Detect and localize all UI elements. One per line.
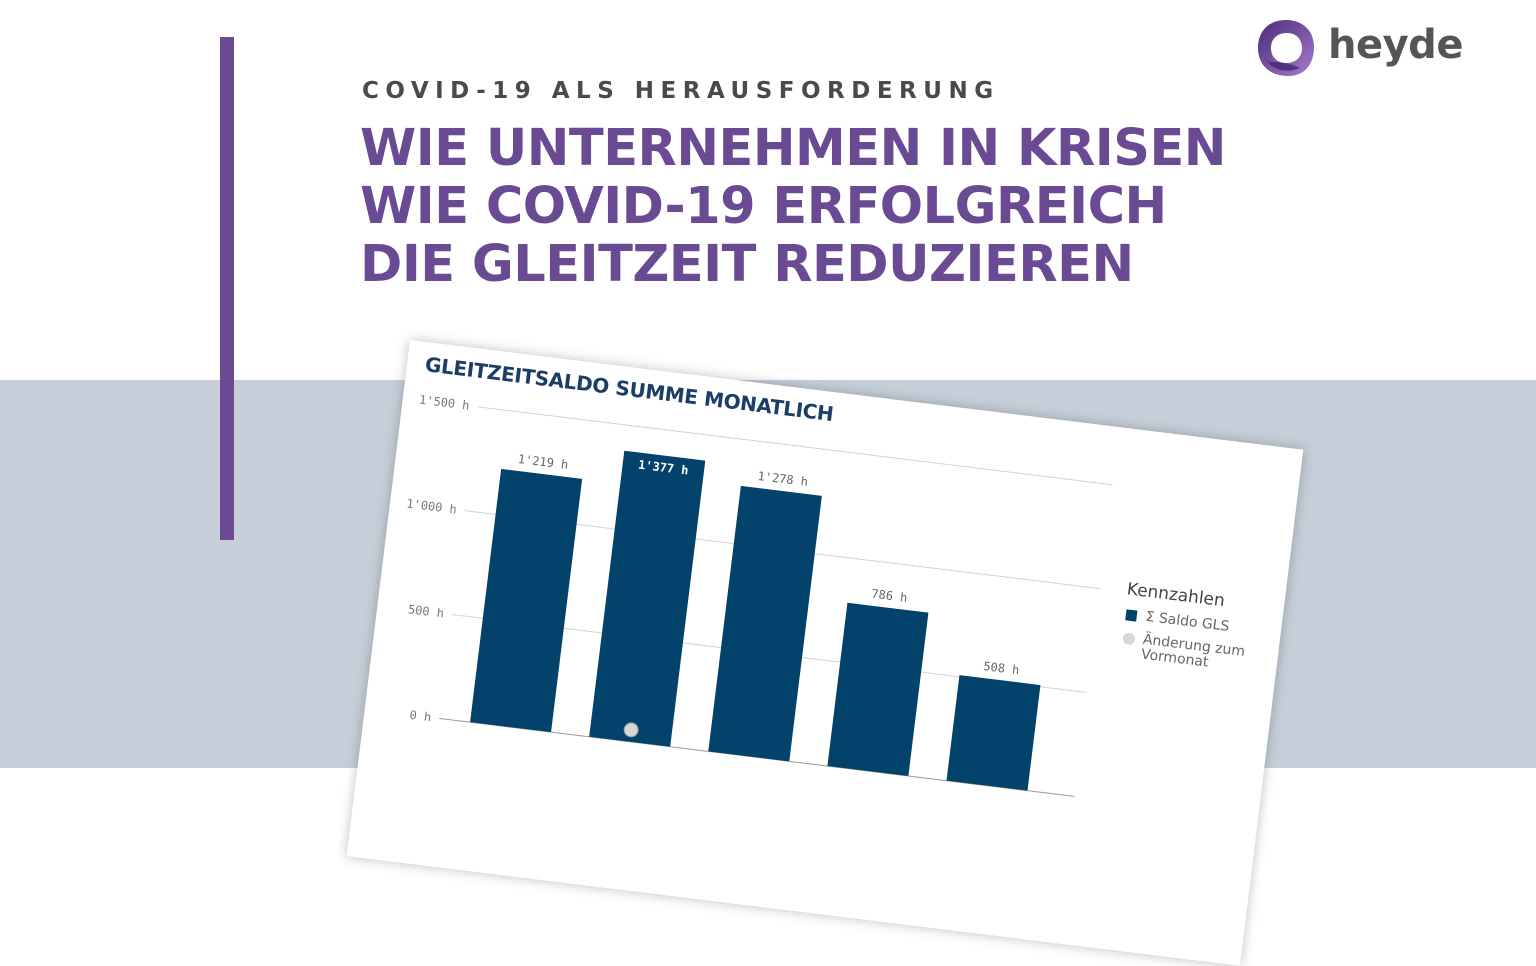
chart-card: GLEITZEITSALDO SUMME MONATLICH 1'500 h 1'… (346, 340, 1304, 966)
legend-swatch-dot-icon (1122, 632, 1136, 646)
bar-data-label: 786 h (871, 587, 909, 605)
logo-text: heyde (1328, 22, 1463, 68)
change-dot (623, 722, 639, 738)
headline-line-2: WIE COVID-19 ERFOLGREICH (360, 177, 1167, 236)
bar (946, 675, 1041, 791)
legend-label-saldo: Σ Saldo GLS (1144, 608, 1231, 635)
headline-line-3: DIE GLEITZEIT REDUZIEREN (360, 235, 1134, 294)
y-tick-label: 1'000 h (406, 497, 458, 517)
gridline (477, 406, 1113, 486)
heyde-logo-mark-icon (1258, 20, 1314, 76)
accent-bar (220, 37, 234, 540)
headline-line-1: WIE UNTERNEHMEN IN KRISEN (360, 119, 1226, 178)
bar-data-label: 508 h (983, 659, 1021, 677)
bar-data-label: 1'377 h (637, 458, 689, 478)
bar (708, 485, 822, 762)
heyde-logo: heyde (1256, 18, 1463, 80)
bar-data-label: 1'219 h (517, 452, 569, 472)
legend-swatch-square-icon (1125, 609, 1138, 622)
y-tick-label: 1'500 h (418, 393, 470, 413)
bar-chart: 1'500 h 1'000 h 500 h 0 h 1'219 h 1'377 h 1'27… (406, 393, 1113, 797)
bar-data-label: 1'278 h (757, 469, 809, 489)
y-tick-label: 0 h (409, 708, 432, 725)
bar (827, 602, 929, 776)
bar (589, 450, 706, 747)
headline: WIE UNTERNEHMEN IN KRISEN WIE COVID-19 E… (360, 120, 1226, 294)
eyebrow-text: COVID-19 ALS HERAUSFORDERUNG (362, 78, 1000, 104)
y-tick-label: 500 h (407, 602, 445, 620)
bar (470, 468, 583, 733)
